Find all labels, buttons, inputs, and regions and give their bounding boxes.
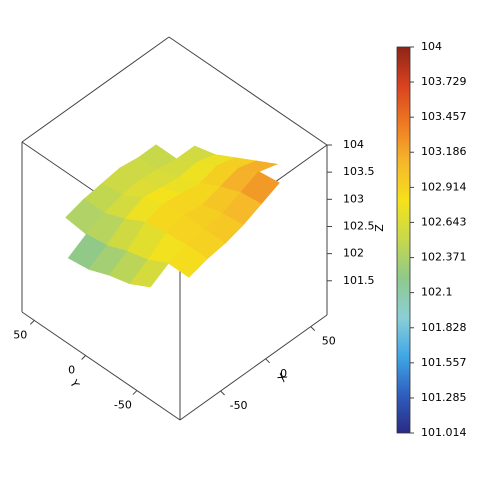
colorbar-tick-label: 101.285 — [421, 391, 467, 404]
colorbar-tick-label: 102.643 — [421, 215, 467, 228]
box-edge — [179, 314, 328, 421]
y-tick-label: -50 — [114, 399, 132, 412]
z-tick-label: 103.5 — [343, 165, 375, 178]
colorbar-tick-label: 104 — [421, 40, 442, 53]
y-tick — [132, 390, 138, 395]
colorbar-tick-label: 101.557 — [421, 356, 467, 369]
x-tick — [220, 390, 225, 396]
x-tick-label: 50 — [322, 335, 336, 348]
x-tick — [265, 358, 271, 364]
z-tick-label: 102 — [343, 247, 364, 260]
x-tick-label: -50 — [230, 399, 248, 412]
box-edge — [168, 36, 328, 146]
x-tick — [310, 326, 316, 331]
z-tick-label: 102.5 — [343, 219, 375, 232]
z-tick-label: 101.5 — [343, 274, 375, 287]
colorbar-tick-label: 102.1 — [421, 286, 453, 299]
colorbar-tick-label: 101.014 — [421, 426, 467, 439]
y-axis-label: Y — [67, 377, 82, 390]
x-tick-label: 0 — [280, 367, 287, 380]
y-tick — [81, 355, 86, 360]
colorbar-tick-label: 103.457 — [421, 110, 467, 123]
y-tick-label: 0 — [68, 363, 75, 376]
colorbar — [396, 46, 411, 434]
colorbar-tick-label: 102.914 — [421, 180, 467, 193]
colorbar-tick-label: 101.828 — [421, 321, 467, 334]
z-tick-label: 104 — [343, 138, 364, 151]
y-tick-label: 50 — [13, 328, 27, 341]
colorbar-tick-label: 103.729 — [421, 75, 467, 88]
colorbar-tick-label: 102.371 — [421, 251, 467, 264]
colorbar-tick-label: 103.186 — [421, 145, 467, 158]
z-tick-label: 103 — [343, 192, 364, 205]
box-edge — [21, 311, 181, 421]
surface-cell — [167, 244, 208, 278]
y-tick — [29, 320, 35, 325]
surface-cell — [129, 259, 170, 288]
z-axis-label: Z — [373, 224, 386, 232]
box-edge — [21, 36, 170, 143]
